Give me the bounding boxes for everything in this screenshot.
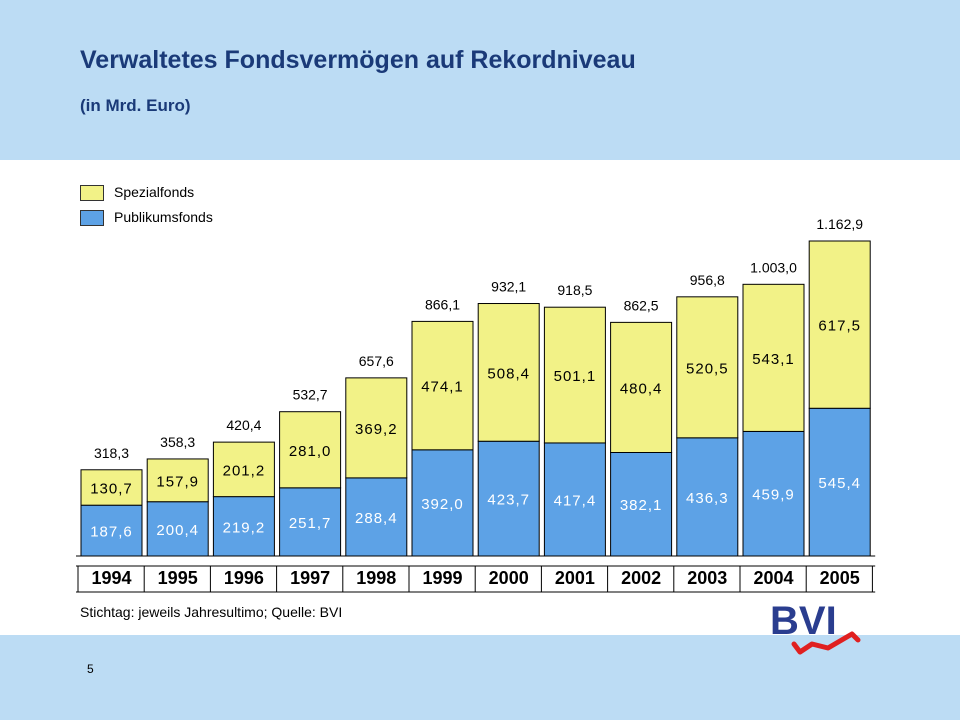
page-title: Verwaltetes Fondsvermögen auf Rekordnive… [80, 46, 636, 74]
bar-spezialfonds-1999 [411, 320, 474, 451]
data-label-spezialfonds-2001: 501,1 [554, 368, 597, 385]
x-tick-label-1999: 1999 [422, 568, 462, 588]
total-label-1997: 532,7 [293, 387, 328, 403]
x-tick-label-1998: 1998 [356, 568, 396, 588]
data-label-spezialfonds-2003: 520,5 [686, 360, 729, 377]
data-label-publikumsfonds-2001: 417,4 [554, 492, 597, 509]
data-label-spezialfonds-2002: 480,4 [620, 380, 663, 397]
x-tick-label-1996: 1996 [224, 568, 264, 588]
data-label-spezialfonds-2005: 617,5 [818, 318, 861, 335]
source-note: Stichtag: jeweils Jahresultimo; Quelle: … [80, 604, 343, 620]
x-tick-label-2001: 2001 [555, 568, 595, 588]
x-tick-label-1997: 1997 [290, 568, 330, 588]
data-label-spezialfonds-1996: 201,2 [223, 462, 266, 479]
data-label-publikumsfonds-2002: 382,1 [620, 497, 663, 514]
x-tick-label-2003: 2003 [687, 568, 727, 588]
bvi-logo: BVI [770, 599, 861, 655]
data-label-spezialfonds-2000: 508,4 [487, 365, 530, 382]
legend-swatch-publikumsfonds [80, 210, 104, 226]
x-tick-label-2002: 2002 [621, 568, 661, 588]
data-label-publikumsfonds-1999: 392,0 [421, 496, 464, 513]
data-label-spezialfonds-1998: 369,2 [355, 421, 398, 438]
bar-publikumsfonds-2003 [676, 437, 739, 557]
x-tick-label-2005: 2005 [820, 568, 860, 588]
data-label-spezialfonds-1999: 474,1 [421, 379, 464, 396]
total-label-2000: 932,1 [491, 279, 526, 295]
bar-spezialfonds-1997 [279, 411, 342, 489]
bar-spezialfonds-2005 [808, 240, 871, 409]
bar-spezialfonds-1994 [80, 469, 143, 506]
data-label-publikumsfonds-1997: 251,7 [289, 515, 332, 532]
data-label-publikumsfonds-1998: 288,4 [355, 510, 398, 527]
bar-spezialfonds-1995 [146, 458, 209, 503]
legend-label-publikumsfonds: Publikumsfonds [114, 209, 213, 225]
bar-publikumsfonds-1995 [146, 501, 209, 557]
data-label-publikumsfonds-1996: 219,2 [223, 519, 266, 536]
bar-spezialfonds-2000 [477, 303, 540, 442]
bar-publikumsfonds-1996 [212, 496, 275, 557]
data-label-spezialfonds-1997: 281,0 [289, 443, 332, 460]
total-label-1995: 358,3 [160, 434, 195, 450]
total-label-2001: 918,5 [557, 282, 592, 298]
bvi-logo-text: BVI [770, 599, 837, 643]
x-tick-label-2000: 2000 [489, 568, 529, 588]
data-label-publikumsfonds-1995: 200,4 [156, 522, 199, 539]
total-label-1996: 420,4 [226, 417, 261, 433]
x-tick-label-1994: 1994 [91, 568, 131, 588]
data-label-publikumsfonds-2004: 459,9 [752, 487, 795, 504]
total-label-1994: 318,3 [94, 445, 129, 461]
x-tick-label-2004: 2004 [753, 568, 793, 588]
data-label-publikumsfonds-2000: 423,7 [487, 492, 530, 509]
bar-publikumsfonds-2000 [477, 440, 540, 557]
data-label-publikumsfonds-2003: 436,3 [686, 490, 729, 507]
legend-label-spezialfonds: Spezialfonds [114, 184, 195, 200]
bar-spezialfonds-1998 [345, 377, 408, 479]
data-label-spezialfonds-2004: 543,1 [752, 351, 795, 368]
bar-spezialfonds-1996 [212, 441, 275, 498]
page-number: 5 [87, 662, 94, 676]
bar-publikumsfonds-1998 [345, 477, 408, 557]
bar-publikumsfonds-2005 [808, 407, 871, 557]
bar-spezialfonds-2004 [742, 283, 805, 432]
total-label-2002: 862,5 [624, 297, 659, 313]
bar-publikumsfonds-1994 [80, 504, 143, 557]
total-label-2005: 1.162,9 [816, 216, 863, 232]
total-label-2003: 956,8 [690, 272, 725, 288]
bar-spezialfonds-2003 [676, 296, 739, 439]
total-label-1999: 866,1 [425, 296, 460, 312]
data-label-spezialfonds-1994: 130,7 [90, 480, 133, 497]
x-tick-label-1995: 1995 [158, 568, 198, 588]
bar-publikumsfonds-1999 [411, 449, 474, 557]
total-label-1998: 657,6 [359, 353, 394, 369]
bvi-logo-swoosh [791, 631, 861, 655]
legend-swatch-spezialfonds [80, 185, 104, 201]
data-label-publikumsfonds-1994: 187,6 [90, 524, 133, 541]
bar-spezialfonds-2002 [610, 321, 673, 453]
header-band [0, 0, 960, 160]
data-label-publikumsfonds-2005: 545,4 [818, 475, 861, 492]
bar-spezialfonds-2001 [543, 306, 606, 444]
data-label-spezialfonds-1995: 157,9 [156, 473, 199, 490]
total-label-2004: 1.003,0 [750, 259, 797, 275]
page-subtitle: (in Mrd. Euro) [80, 96, 191, 115]
bar-publikumsfonds-2002 [610, 451, 673, 557]
